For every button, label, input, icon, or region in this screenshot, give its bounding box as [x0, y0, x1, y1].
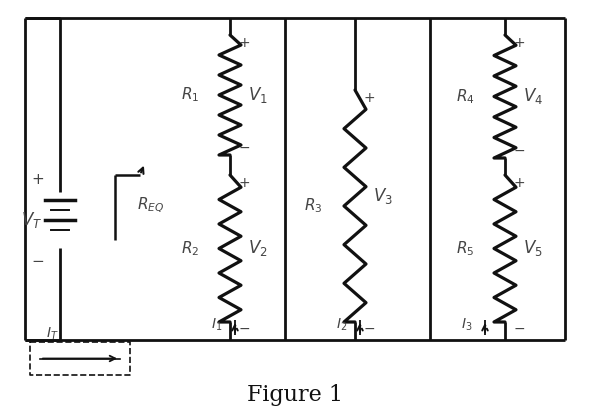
Text: $V_4$: $V_4$ — [523, 86, 543, 106]
Text: $-$: $-$ — [513, 143, 525, 157]
Text: $I_T$: $I_T$ — [45, 326, 58, 342]
Text: $+$: $+$ — [513, 36, 525, 50]
Text: Figure 1: Figure 1 — [247, 384, 343, 406]
Text: $-$: $-$ — [238, 321, 250, 335]
Text: $-$: $-$ — [363, 321, 375, 335]
Text: $+$: $+$ — [513, 176, 525, 190]
Text: $R_2$: $R_2$ — [181, 239, 199, 258]
Text: $-$: $-$ — [31, 253, 45, 267]
Text: $R_1$: $R_1$ — [181, 85, 199, 104]
Text: $I_2$: $I_2$ — [336, 317, 348, 333]
Text: $R_5$: $R_5$ — [456, 239, 474, 258]
Text: $+$: $+$ — [238, 36, 250, 50]
Text: $R_3$: $R_3$ — [304, 197, 322, 216]
Text: $V_T$: $V_T$ — [21, 210, 42, 230]
Text: $R_{EQ}$: $R_{EQ}$ — [137, 196, 164, 215]
Text: $+$: $+$ — [363, 91, 375, 105]
Text: $-$: $-$ — [513, 321, 525, 335]
Text: $I_1$: $I_1$ — [211, 317, 222, 333]
Text: $V_3$: $V_3$ — [373, 186, 393, 206]
Text: $V_1$: $V_1$ — [248, 85, 268, 105]
Text: $I_3$: $I_3$ — [461, 317, 473, 333]
Text: $-$: $-$ — [238, 140, 250, 154]
Text: $+$: $+$ — [238, 176, 250, 190]
Text: $V_5$: $V_5$ — [523, 238, 543, 258]
Text: $V_2$: $V_2$ — [248, 238, 268, 258]
Text: $R_4$: $R_4$ — [455, 87, 474, 106]
Text: $+$: $+$ — [31, 173, 45, 187]
